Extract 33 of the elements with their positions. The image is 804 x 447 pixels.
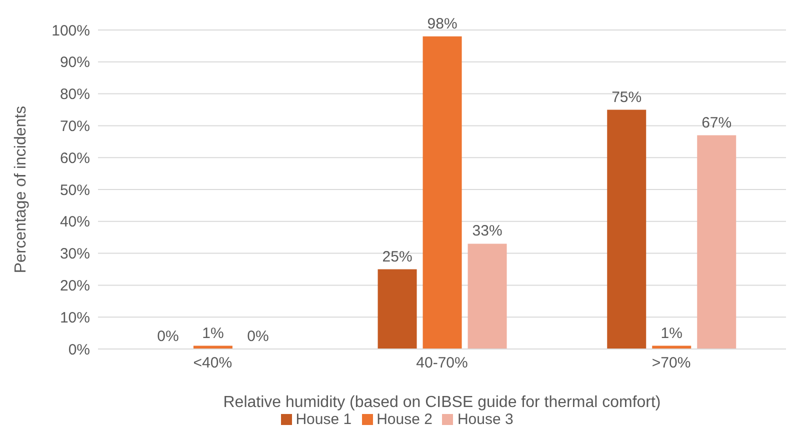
data-label: 67% bbox=[702, 114, 732, 132]
x-tick-label: <40% bbox=[193, 354, 232, 372]
y-tick-label: 50% bbox=[60, 182, 90, 199]
y-tick-label: 90% bbox=[60, 54, 90, 72]
x-axis-title: Relative humidity (based on CIBSE guide for thermal comfort) bbox=[223, 394, 661, 411]
bar bbox=[607, 110, 646, 349]
y-tick-label: 100% bbox=[52, 22, 90, 40]
data-label: 33% bbox=[472, 222, 502, 240]
data-label: 0% bbox=[157, 328, 179, 345]
x-tick-label: >70% bbox=[652, 354, 691, 372]
bar bbox=[378, 269, 417, 349]
legend-label: House 1 bbox=[296, 411, 352, 428]
bar bbox=[422, 36, 462, 349]
x-tick-label: 40-70% bbox=[416, 354, 468, 372]
bar bbox=[697, 135, 736, 349]
legend-label: House 2 bbox=[376, 411, 432, 428]
bar bbox=[468, 244, 507, 349]
y-tick-label: 60% bbox=[60, 150, 90, 167]
y-tick-label: 70% bbox=[60, 118, 90, 136]
data-label: 25% bbox=[382, 248, 412, 266]
data-label: 1% bbox=[660, 324, 682, 342]
data-label: 75% bbox=[612, 88, 642, 106]
data-label: 0% bbox=[247, 328, 269, 345]
y-tick-label: 20% bbox=[60, 278, 90, 295]
data-label: 1% bbox=[202, 324, 224, 342]
y-axis-title: Percentage of incidents bbox=[12, 106, 30, 274]
data-label: 98% bbox=[427, 15, 458, 32]
y-tick-label: 80% bbox=[60, 86, 90, 104]
y-tick-label: 30% bbox=[60, 246, 90, 263]
legend-label: House 3 bbox=[457, 411, 514, 428]
y-tick-label: 40% bbox=[60, 214, 90, 231]
y-tick-label: 0% bbox=[68, 341, 90, 358]
y-tick-label: 10% bbox=[60, 309, 90, 326]
